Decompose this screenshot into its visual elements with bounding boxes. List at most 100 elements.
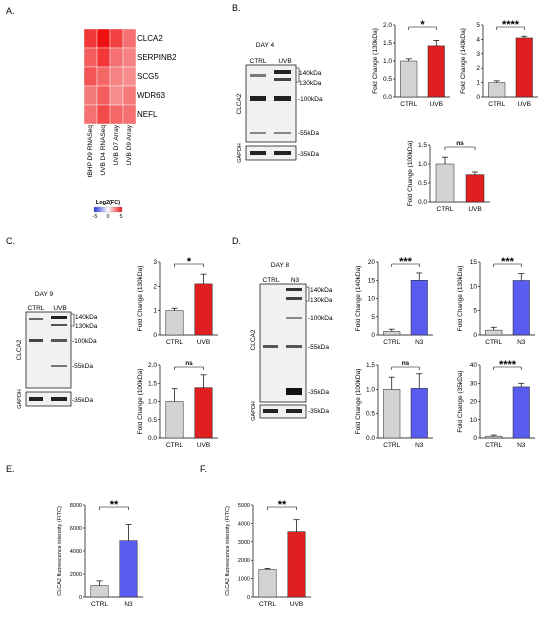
blot-antibody-label: CLCA2 [236,93,243,114]
x-tick-label: N3 [415,339,424,346]
significance-label: ns [456,140,464,147]
y-axis-label: Fold Change (130kDa) [372,28,379,94]
significance-bracket [391,263,420,267]
y-tick-label: 5 [476,22,480,29]
blot-membrane [25,311,72,389]
y-tick-label: 0.5 [418,180,427,187]
bar-chart-f: 0 1000 2000 3000 4000 5000 CLCA2 fluorescence … [225,499,311,608]
y-axis-label: Fold Change (100kDa) [137,369,144,435]
heatmap-cell [109,47,124,68]
heatmap-cell [83,104,98,125]
heatmap-col-label: UVB D4 RNASeq [100,125,107,176]
y-tick-label: 4000 [238,521,250,527]
bar [512,280,530,336]
bar-chart-b3: 0.0 0.5 1.0 1.5 Fold Change (100kDa) CTRL UVB n… [407,140,490,213]
bar [165,401,184,439]
heatmap-legend-tick: -5 [93,214,98,220]
y-tick-label: 8000 [70,503,82,509]
panel-label-e: E. [6,464,15,474]
y-tick-label: 0.0 [418,199,427,206]
significance-label: ** [278,499,287,511]
heatmap-cell [109,85,124,106]
significance-label: ns [402,360,410,367]
blot-band [250,74,266,77]
y-tick-label: 1.0 [366,386,375,393]
significance-bracket [391,366,420,370]
bar-chart-d4: 0 10 20 30 40 Fold Change (35kDa) CTRL N3 **** [457,359,535,449]
y-tick-label: 0 [153,332,157,339]
bar [194,387,213,439]
blot-marker: 130kDa [299,80,322,87]
blot-antibody-label: CLCA2 [250,329,257,350]
blot-day-label: DAY 8 [271,262,290,269]
blot-band [274,96,291,101]
y-tick-label: 6000 [70,526,82,532]
y-tick-label: 0 [371,332,375,339]
blot-lane-label: CTRL [263,277,280,284]
y-tick-label: 0.0 [148,435,157,442]
heatmap-row-label: CLCA2 [137,34,163,43]
heatmap-legend-tick: 5 [119,214,122,220]
x-tick-label: UVB [430,101,443,108]
heatmap-cell [83,47,98,68]
bar [383,389,401,439]
y-tick-label: 0.0 [383,94,392,101]
blot-band [263,409,278,413]
x-tick-label: UVB [197,442,210,449]
bar [515,37,533,98]
y-tick-label: 1.0 [383,58,392,65]
bar [488,82,506,98]
x-tick-label: CTRL [166,339,183,346]
x-tick-label: CTRL [259,601,276,608]
blot-marker: -55kDa [72,363,93,370]
y-tick-label: 0.5 [383,76,392,83]
x-tick-label: N3 [124,601,133,608]
bar [119,540,138,598]
heatmap-cell [122,85,137,106]
bar-chart-d1: 0 5 10 15 20 Fold Change (140kDa) CTRL N3 *** [355,256,433,346]
y-tick-label: 2 [153,283,157,290]
bar [427,45,445,98]
x-tick-label: CTRL [383,339,400,346]
heatmap-colorbar [93,206,123,213]
bar-charts: 0.0 0.5 1.0 1.5 2.0 Fold Change (130kDa) CTRL U… [57,19,538,608]
significance-label: ** [110,499,119,511]
y-tick-label: 1 [153,308,157,315]
bar [287,531,306,598]
y-axis-label: CLCA2 fluorescence intensity (FITC) [57,506,63,596]
y-axis-label: Fold Change (140kDa) [355,266,362,332]
bar [435,163,455,203]
x-tick-label: UVB [290,601,303,608]
y-tick-label: 1.5 [148,380,157,387]
bar-chart-c1: 0 1 2 3 Fold Change (130kDa) CTRL UVB * [137,256,218,346]
x-tick-label: CTRL [488,101,505,108]
blot-marker: -35kDa [308,408,329,415]
blot-band [51,365,67,367]
x-tick-label: CTRL [91,601,108,608]
y-tick-label: 20 [470,399,478,406]
panel-label-f: F. [200,464,207,474]
blot-lane-label: N3 [291,277,300,284]
y-tick-label: 1 [476,80,480,87]
heatmap-cell [122,47,137,68]
blot-marker: -35kDa [298,151,319,158]
y-tick-label: 10 [470,283,478,290]
y-tick-label: 1.5 [383,40,392,47]
blot-loading-label: GAPDH [17,389,23,409]
y-tick-label: 20 [368,259,376,266]
heatmap-cell [109,104,124,125]
blot-band [51,316,67,319]
blot-marker: -55kDa [298,130,319,137]
blot-antibody-label: CLCA2 [16,339,23,360]
y-tick-label: 2000 [70,572,82,578]
y-tick-label: 5000 [238,503,250,509]
blot-marker: 140kDa [299,70,322,77]
blot-band [51,339,67,342]
significance-bracket [444,146,476,150]
bar-chart-e: 0 2000 4000 6000 8000 CLCA2 fluorescence inte… [57,499,143,608]
y-tick-label: 4000 [70,549,82,555]
heatmap-legend-tick: 0 [106,214,109,220]
western-blot-c: DAY 9 CTRL UVB CLCA2 GAPDH 140kDa 130kDa… [16,291,98,409]
x-tick-label: N3 [517,339,526,346]
